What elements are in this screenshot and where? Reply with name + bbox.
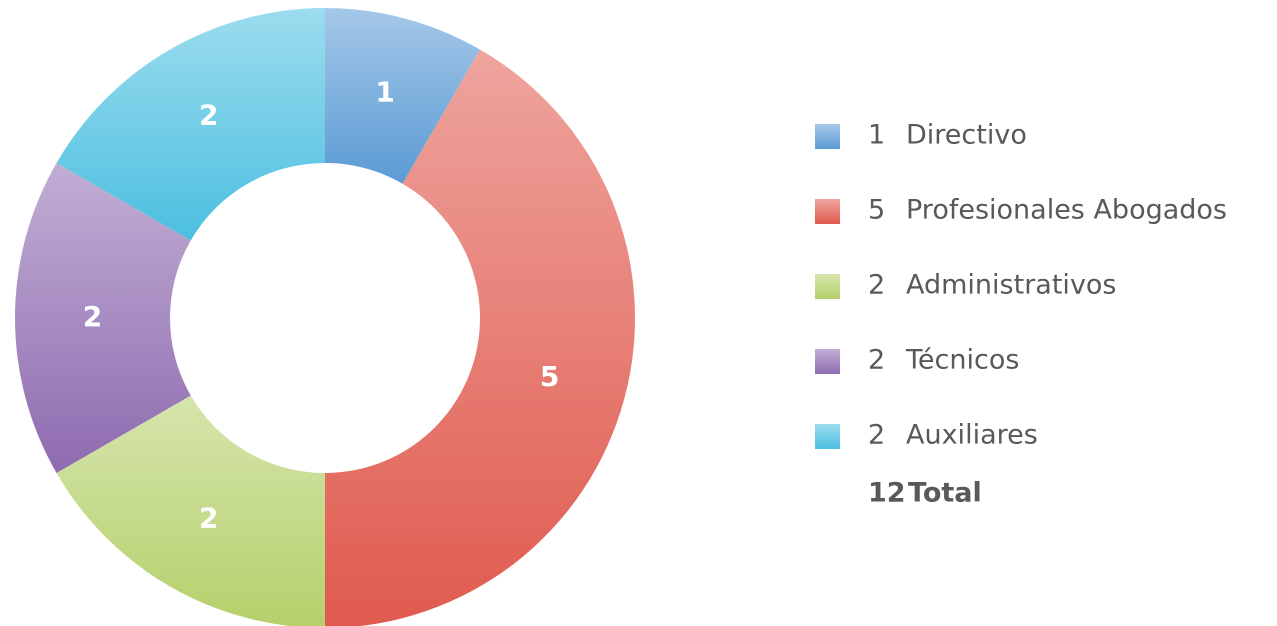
legend-value: 5 [868, 195, 885, 226]
slice [325, 8, 480, 184]
legend-label: Administrativos [906, 270, 1117, 301]
slice-label: 1 [375, 75, 394, 108]
slice [56, 8, 325, 241]
total-label: Total [908, 478, 982, 509]
legend-swatch [815, 124, 840, 149]
slice-label: 2 [199, 501, 218, 534]
legend-value: 2 [868, 270, 885, 301]
legend-swatch [815, 349, 840, 374]
slice [56, 395, 325, 626]
legend-value: 2 [868, 345, 885, 376]
legend-swatch [815, 274, 840, 299]
slice-label: 2 [83, 300, 102, 333]
slice-label: 5 [540, 360, 559, 393]
legend-label: Técnicos [905, 345, 1019, 376]
legend-label: Auxiliares [906, 420, 1038, 451]
legend-label: Directivo [906, 120, 1027, 151]
legend-value: 1 [868, 120, 885, 151]
legend-value: 2 [868, 420, 885, 451]
legend-label: Profesionales Abogados [906, 195, 1227, 226]
slice-label: 2 [199, 99, 218, 132]
slice [14, 163, 191, 473]
total-value: 12 [868, 478, 906, 509]
slice [325, 49, 635, 626]
legend-swatch [815, 199, 840, 224]
legend-swatch [815, 424, 840, 449]
